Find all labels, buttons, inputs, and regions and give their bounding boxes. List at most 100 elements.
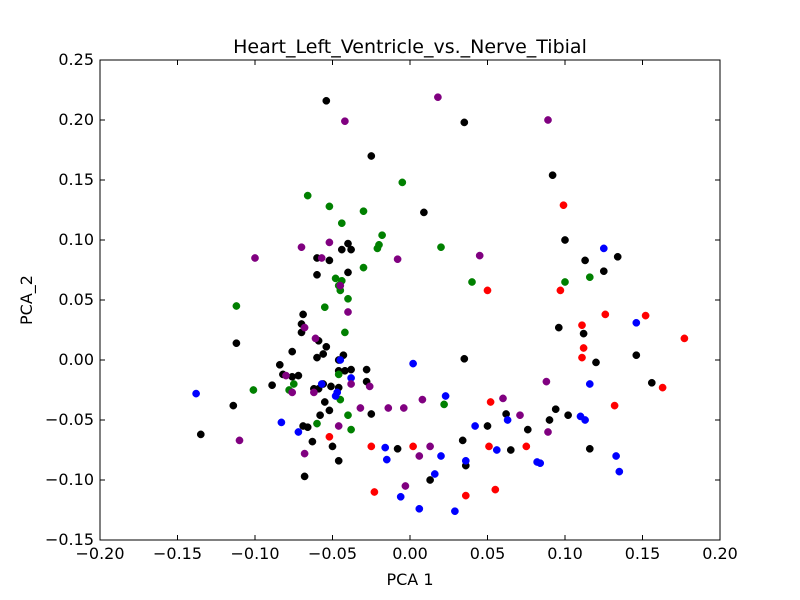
scatter-point [561, 278, 569, 286]
scatter-point [561, 236, 569, 244]
scatter-point [341, 328, 349, 337]
scatter-point [362, 365, 371, 374]
scatter-point [367, 442, 376, 451]
scatter-point [418, 395, 427, 404]
scatter-point [381, 443, 390, 452]
scatter-point [334, 370, 343, 379]
scatter-point [491, 485, 500, 494]
scatter-point [499, 394, 507, 403]
scatter-point [303, 191, 312, 200]
scatter-point [492, 446, 501, 454]
scatter-point [327, 382, 335, 391]
scatter-point [393, 255, 402, 264]
scatter-point [545, 416, 554, 424]
scatter-point [384, 404, 393, 412]
scatter-point [592, 358, 600, 367]
scatter-point [370, 488, 379, 496]
scatter-point [251, 254, 259, 262]
scatter-point [319, 350, 328, 358]
scatter-point [523, 425, 532, 434]
scatter-point [559, 201, 568, 210]
scatter-point [347, 245, 355, 254]
scatter-point [581, 256, 589, 265]
scatter-point [275, 360, 284, 369]
scatter-point [344, 268, 352, 277]
scatter-point [336, 356, 345, 364]
scatter-point [615, 467, 624, 476]
y-tick-label: −0.10 [45, 470, 94, 489]
scatter-point [337, 219, 346, 228]
scatter-point [336, 281, 345, 290]
scatter-point [294, 428, 303, 436]
scatter-point [430, 470, 439, 478]
scatter-point [409, 442, 417, 451]
scatter-point [311, 334, 320, 343]
scatter-point [232, 339, 241, 348]
scatter-point [325, 202, 334, 211]
scatter-point [277, 418, 286, 427]
scatter-point [320, 398, 329, 406]
scatter-point [347, 425, 355, 434]
scatter-point [317, 380, 326, 388]
scatter-point [322, 96, 331, 105]
x-tick-label: −0.15 [153, 544, 202, 563]
scatter-point [399, 404, 408, 412]
scatter-point [297, 243, 306, 252]
scatter-point [325, 238, 334, 247]
scatter-point [294, 371, 303, 380]
y-tick-label: 0.20 [58, 110, 94, 129]
scatter-point [288, 388, 297, 397]
scatter-point [378, 231, 386, 240]
scatter-point [334, 456, 343, 465]
scatter-point [578, 321, 586, 330]
chart-title: Heart_Left_Ventricle_vs._Nerve_Tibial [233, 36, 587, 58]
y-tick-label: −0.15 [45, 530, 94, 549]
scatter-point [308, 437, 317, 446]
scatter-point [317, 254, 326, 262]
scatter-point [440, 400, 448, 409]
scatter-point [344, 411, 352, 420]
scatter-point [196, 430, 205, 439]
scatter-point [578, 353, 586, 362]
scatter-point [485, 442, 493, 451]
scatter-point [420, 208, 428, 217]
scatter-point [647, 378, 656, 387]
scatter-point [632, 318, 641, 327]
scatter-point [313, 353, 321, 362]
scatter-point [373, 244, 382, 253]
y-tick-label: −0.05 [45, 410, 94, 429]
scatter-point [441, 392, 450, 400]
scatter-point [585, 380, 594, 388]
scatter-point [325, 406, 334, 415]
scatter-point [475, 251, 484, 260]
scatter-point [551, 405, 560, 414]
scatter-point [610, 401, 619, 410]
scatter-point [601, 310, 610, 319]
x-axis-label: PCA 1 [386, 570, 433, 589]
scatter-point [289, 380, 298, 388]
scatter-point [192, 389, 200, 398]
scatter-point [483, 422, 492, 430]
scatter-point [337, 245, 346, 254]
scatter-point [461, 491, 470, 500]
scatter-point [325, 256, 334, 265]
scatter-point [229, 401, 238, 410]
scatter-point [564, 411, 572, 420]
scatter-point [458, 436, 467, 445]
scatter-point [599, 267, 608, 276]
y-tick-label: 0.15 [58, 170, 94, 189]
scatter-point [310, 388, 318, 397]
scatter-point [359, 263, 368, 272]
scatter-point [367, 410, 376, 418]
scatter-point [581, 416, 589, 424]
scatter-point [451, 507, 459, 516]
scatter-point [585, 273, 594, 282]
scatter-point [396, 492, 405, 501]
scatter-point [303, 423, 312, 432]
x-tick-label: 0.00 [392, 544, 428, 563]
scatter-point [268, 381, 276, 390]
scatter-point [460, 354, 469, 363]
scatter-point [282, 371, 290, 380]
